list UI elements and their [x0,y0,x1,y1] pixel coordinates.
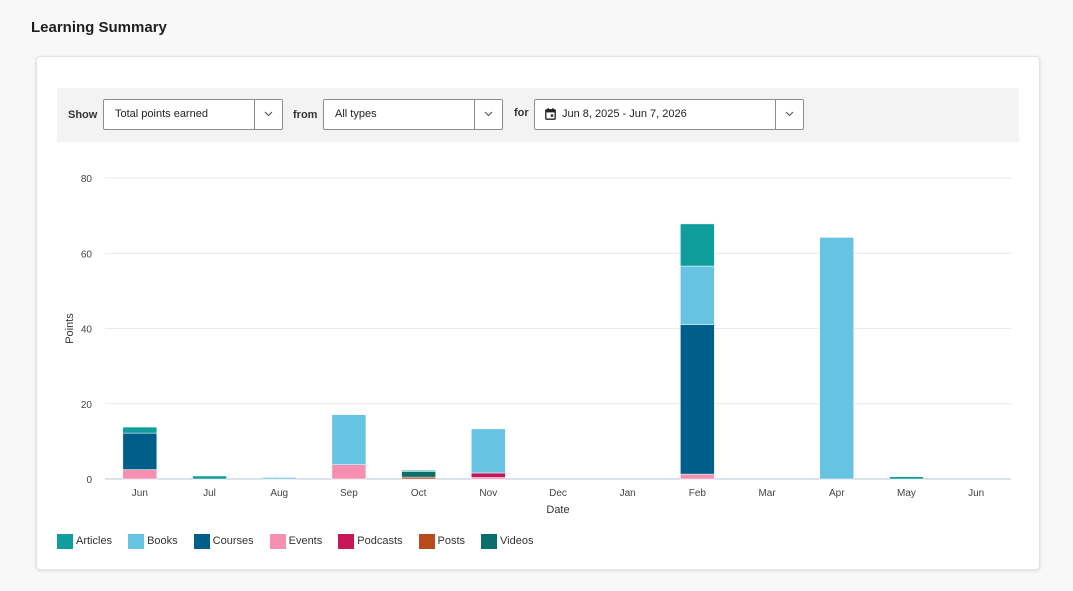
learning-summary-card: Show Total points earned from All types … [36,56,1040,570]
x-tick-label: Feb [689,488,707,499]
legend-label: Videos [500,535,534,547]
x-tick-label: Nov [479,488,497,499]
learning-points-chart: 0 20 40 60 80 Jun Jul Aug Sep Oct Nov Dec Jan Feb Mar A… [64,174,1011,516]
bar-segment [122,432,158,470]
legend-label: Posts [437,535,466,547]
y-tick-label: 0 [86,475,92,486]
legend-item-events[interactable]: Events [269,533,323,549]
bar-segment [261,477,297,480]
page-title: Learning Summary [31,19,167,36]
filter-bar: Show Total points earned from All types … [57,88,1019,142]
type-select[interactable]: All types [323,99,503,130]
bar-segment [331,414,367,465]
bar-segment [819,237,855,480]
metric-select[interactable]: Total points earned [103,99,283,130]
bar-segment [680,324,715,475]
legend-item-posts[interactable]: Posts [418,533,466,549]
x-tick-label: Oct [411,488,427,499]
bar-segment [471,428,506,474]
legend-item-videos[interactable]: Videos [481,533,534,549]
legend-label: Courses [212,535,254,547]
x-tick-label: Jan [620,488,636,499]
x-tick-label: Aug [270,488,288,499]
legend-swatch [193,533,210,549]
bar-segment [401,471,436,478]
legend-label: Books [147,535,178,547]
date-range-toggle[interactable] [775,100,803,129]
x-tick-label: Sep [340,488,358,499]
bar-segment [401,470,436,472]
metric-select-value: Total points earned [115,108,208,120]
legend-swatch [57,533,73,549]
bar-segment [122,469,158,480]
bar-segment [680,223,715,267]
legend-item-articles[interactable]: Articles [57,533,113,549]
x-tick-label: Jul [203,488,216,499]
chevron-down-icon [785,111,794,117]
bar-segment [680,265,715,325]
y-axis-label: Points [64,313,76,344]
date-range-value: Jun 8, 2025 - Jun 7, 2026 [562,108,687,120]
x-axis-label: Date [546,504,569,516]
date-range-picker[interactable]: Jun 8, 2025 - Jun 7, 2026 [534,99,804,130]
x-tick-label: Apr [829,488,845,499]
for-label: for [514,107,529,119]
legend-swatch [128,533,145,549]
bar-segment [401,476,436,480]
x-tick-label: May [897,488,916,499]
from-label: from [293,109,318,121]
y-tick-label: 80 [81,174,93,185]
legend-item-books[interactable]: Books [128,533,178,549]
metric-select-toggle[interactable] [254,100,282,129]
legend-label: Events [288,535,323,547]
chevron-down-icon [264,111,273,117]
y-tick-label: 60 [81,249,93,260]
legend-swatch [338,533,355,549]
chart-legend: Articles Books Courses Events Podcasts Posts V… [57,532,549,550]
legend-item-courses[interactable]: Courses [193,533,254,549]
legend-swatch [481,533,498,549]
legend-item-podcasts[interactable]: Podcasts [338,533,403,549]
legend-label: Podcasts [357,535,403,547]
x-tick-label: Dec [549,488,567,499]
y-tick-label: 40 [81,325,93,336]
bar-segment [889,476,924,480]
legend-swatch [418,533,435,549]
type-select-toggle[interactable] [474,100,502,129]
type-select-value: All types [335,108,377,120]
bar-segment [331,464,367,480]
chevron-down-icon [484,111,493,117]
bar-segment [192,475,227,480]
legend-label: Articles [76,535,113,547]
show-label: Show [68,109,98,121]
x-tick-label: Jun [132,488,148,499]
legend-swatch [269,533,286,549]
bar-segment [122,426,158,434]
bar-segment [680,473,715,480]
x-tick-label: Jun [968,488,984,499]
bar-segment [471,472,506,478]
x-tick-label: Mar [758,488,776,499]
y-tick-label: 20 [81,400,93,411]
calendar-icon [545,108,556,120]
